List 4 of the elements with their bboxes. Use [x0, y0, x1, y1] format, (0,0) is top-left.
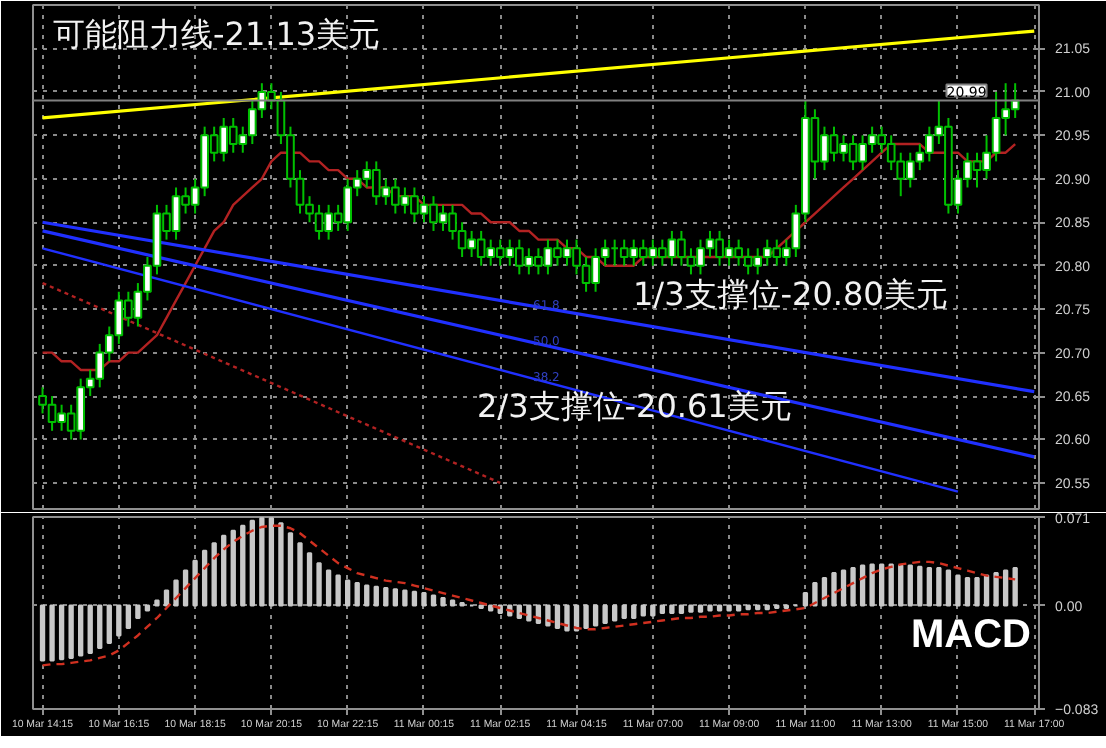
series-label: 2/3支撑位-20.61美元	[477, 387, 792, 425]
series-label: 可能阻力线-21.13美元	[53, 15, 381, 53]
text: MACD	[911, 613, 1031, 657]
series-label: 1/3支撑位-20.80美元	[633, 275, 948, 313]
